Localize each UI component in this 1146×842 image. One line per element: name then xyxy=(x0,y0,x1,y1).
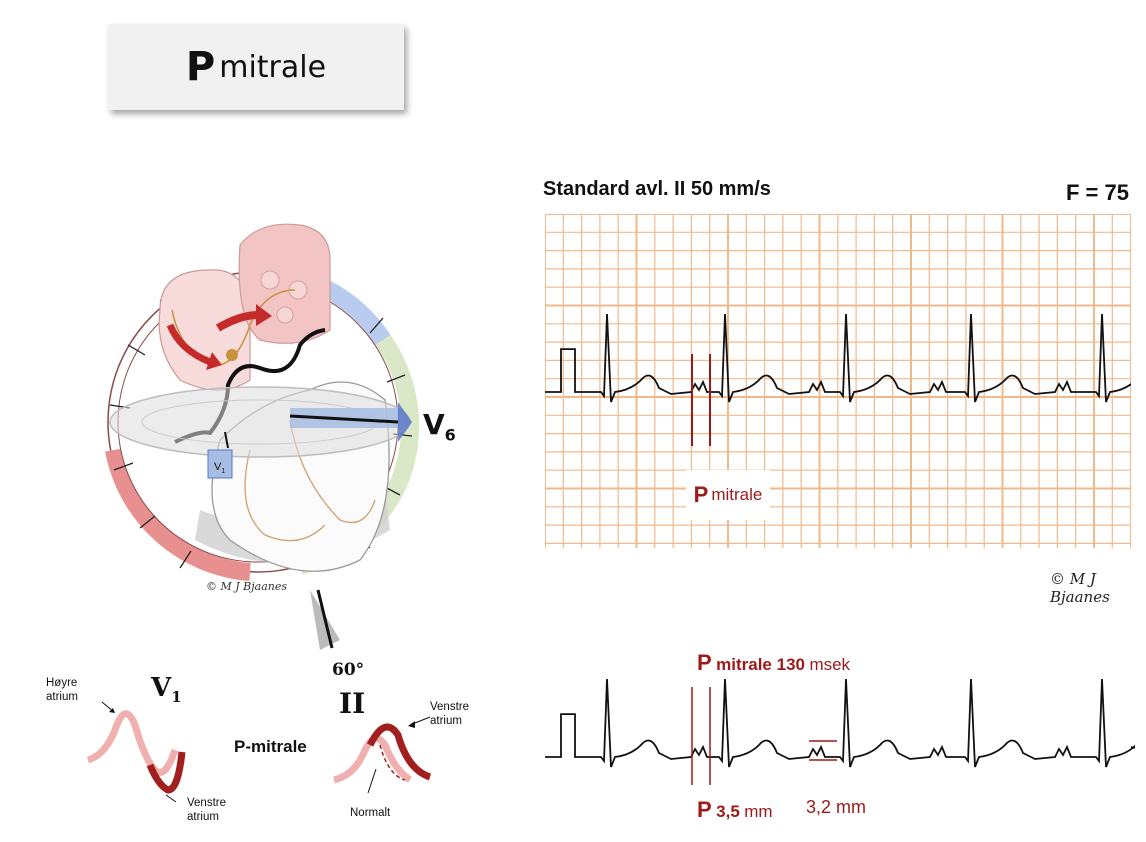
right-atrium xyxy=(158,269,251,391)
v6-arrowhead xyxy=(398,402,412,442)
hoyre-atrium-label: Høyre atrium xyxy=(46,677,78,703)
v1-p-wave xyxy=(86,701,186,803)
ii-p-wave xyxy=(333,716,432,794)
ii-wave-label: II xyxy=(339,687,366,720)
heart-signature: © M J Bjaanes xyxy=(206,580,288,593)
left-atrium xyxy=(238,223,331,344)
ecg-signature: © M J Bjaanes xyxy=(1050,570,1110,606)
ecg-trace-top xyxy=(545,313,1131,403)
ecg-grid xyxy=(545,214,1131,548)
p-amplitude-right-label: 3,2 mm xyxy=(806,797,867,817)
v1-wave-normal xyxy=(86,710,179,776)
venstre-atrium-ii-label: Venstre atrium xyxy=(430,701,469,727)
ring-sector-green-upper xyxy=(375,334,420,484)
angle-label: 60° xyxy=(332,660,365,680)
ring-sector-red xyxy=(105,448,251,581)
ii-wave-mitrale xyxy=(366,723,432,781)
venstre-atrium-v1-label: Venstre atrium xyxy=(187,797,226,823)
v1-wave-mitrale xyxy=(146,751,186,794)
ecg-bottom xyxy=(545,678,1135,785)
v1-electrode xyxy=(207,449,233,479)
title-p: P xyxy=(185,44,216,90)
av-node xyxy=(226,349,238,361)
title-word: mitrale xyxy=(219,49,327,85)
ecg-title: Standard avl. II 50 mm/s xyxy=(543,178,771,200)
p-amplitude-left-label: P 3,5 mm xyxy=(697,797,773,822)
v6-axis xyxy=(289,414,399,424)
ecg-trace-bottom xyxy=(545,678,1135,768)
grid-lines xyxy=(545,214,1131,548)
p-mitrale-center-label: P-mitrale xyxy=(234,737,307,756)
arrow-right-atrium xyxy=(166,323,212,366)
p-duration-label: P mitrale 130 msek xyxy=(697,650,851,675)
heart-diagram: V1 xyxy=(105,223,420,650)
v1-box-label: V1 xyxy=(214,461,225,475)
v6-label: V6 xyxy=(423,408,456,445)
normalt-label: Normalt xyxy=(350,807,391,819)
arrow-left-atrium xyxy=(215,311,259,332)
v1-wave-label: V1 xyxy=(151,673,182,707)
heart-rate: F = 75 xyxy=(1066,180,1129,205)
title-box: P mitrale xyxy=(108,24,404,110)
